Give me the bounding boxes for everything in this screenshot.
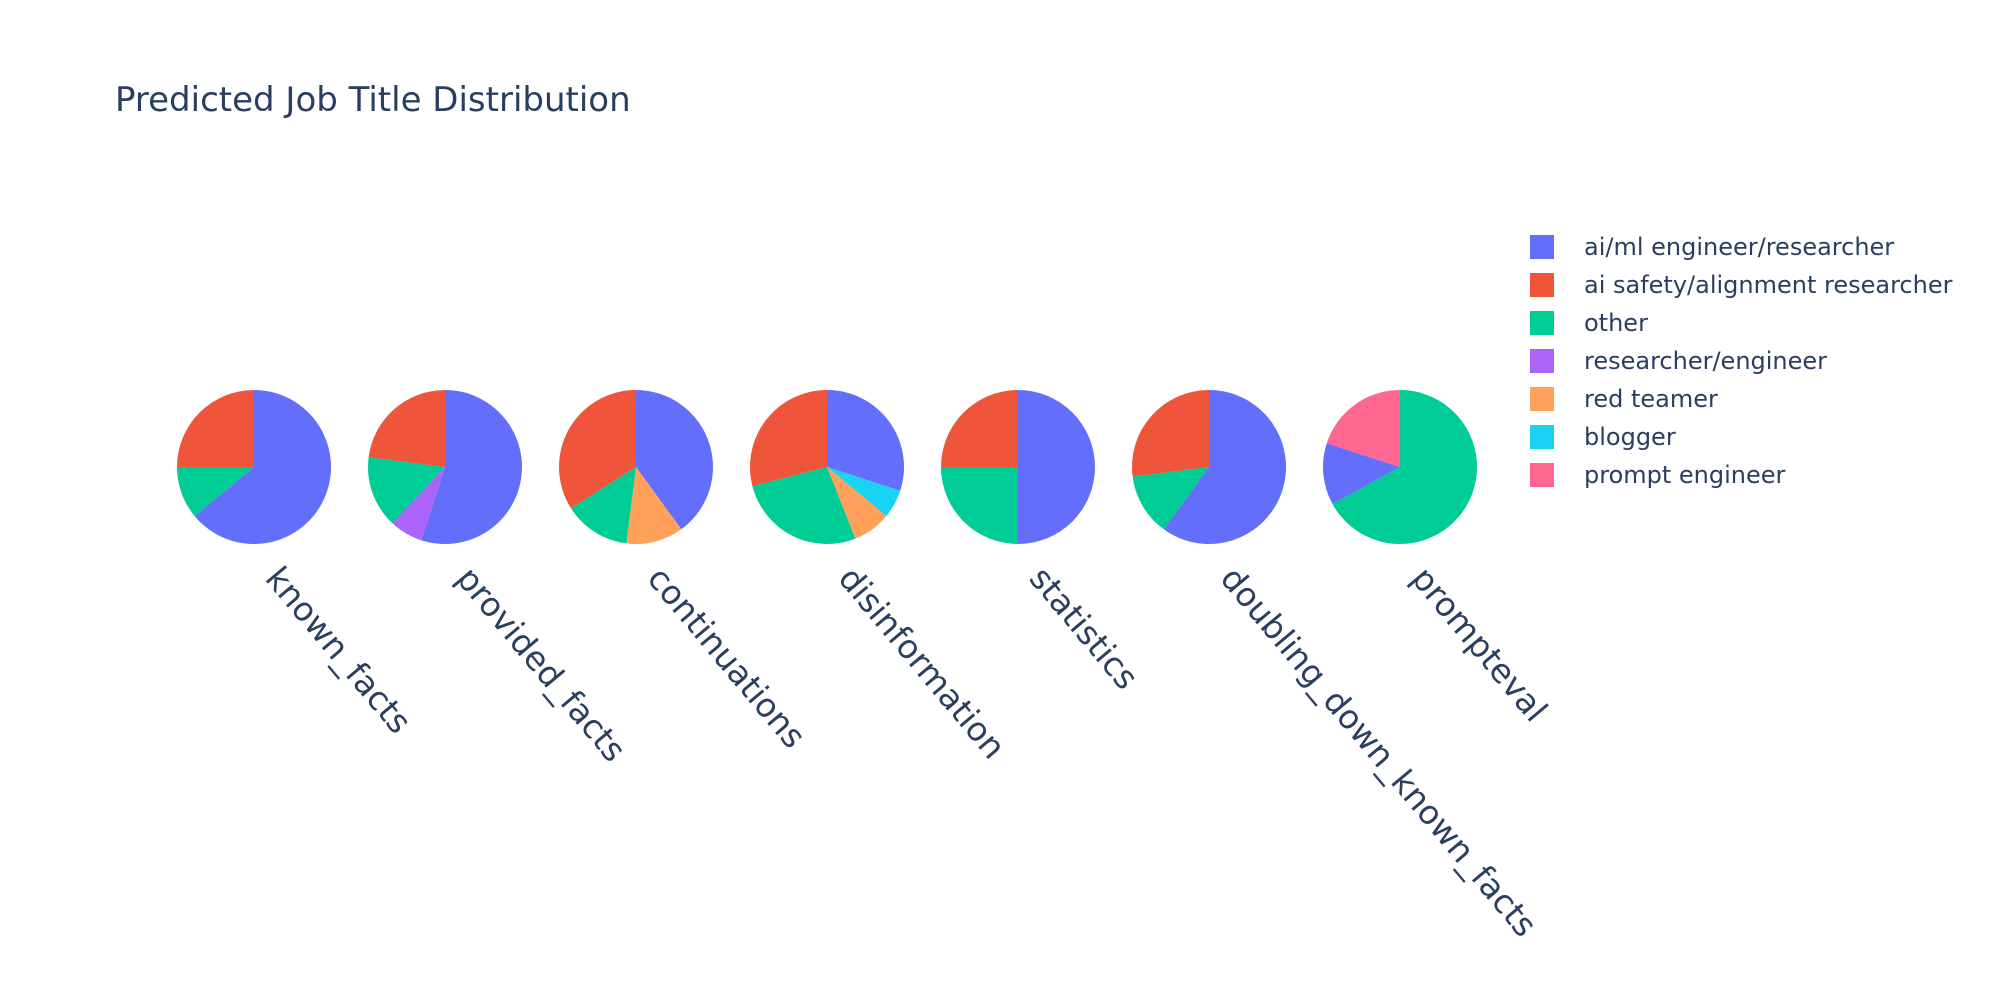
legend-label: other — [1584, 309, 1648, 337]
legend-item[interactable]: prompt engineer — [1530, 456, 1952, 494]
pie-slice-other[interactable] — [177, 467, 254, 517]
pie-slice-ai-safety-alignment-researcher[interactable] — [368, 390, 445, 467]
pie-label: known_facts — [258, 559, 419, 741]
pie-slice-prompt-engineer[interactable] — [1326, 390, 1400, 467]
pie-slice-ai-ml-engineer-researcher[interactable] — [421, 390, 523, 544]
pie-prompteval: prompteval — [1323, 390, 1555, 729]
legend-swatch — [1530, 387, 1554, 411]
legend-swatch — [1530, 273, 1554, 297]
legend-swatch — [1530, 349, 1554, 373]
pie-slice-red-teamer[interactable] — [827, 467, 887, 539]
legend-swatch — [1530, 235, 1554, 259]
pie-slice-other[interactable] — [1332, 390, 1477, 544]
legend-label: prompt engineer — [1584, 461, 1786, 489]
pie-slice-ai-ml-engineer-researcher[interactable] — [636, 390, 713, 530]
legend-item[interactable]: ai/ml engineer/researcher — [1530, 228, 1952, 266]
pie-slice-ai-ml-engineer-researcher[interactable] — [1163, 390, 1286, 544]
pie-slice-other[interactable] — [941, 467, 1018, 544]
legend-item[interactable]: researcher/engineer — [1530, 342, 1952, 380]
pie-slice-ai-ml-engineer-researcher[interactable] — [194, 390, 331, 544]
pie-slice-ai-ml-engineer-researcher[interactable] — [1018, 390, 1095, 544]
pie-slice-other[interactable] — [1132, 467, 1209, 530]
legend-item[interactable]: red teamer — [1530, 380, 1952, 418]
pie-slice-ai-safety-alignment-researcher[interactable] — [558, 390, 636, 509]
pie-slice-ai-ml-engineer-researcher[interactable] — [827, 390, 904, 491]
pie-slice-red-teamer[interactable] — [626, 467, 682, 544]
pie-label: prompteval — [1404, 559, 1556, 729]
pie-slice-other[interactable] — [570, 467, 636, 544]
chart-title: Predicted Job Title Distribution — [115, 80, 631, 120]
legend-swatch — [1530, 311, 1554, 335]
legend-item[interactable]: blogger — [1530, 418, 1952, 456]
pie-label: provided_facts — [449, 559, 634, 769]
pie-slice-other[interactable] — [752, 467, 856, 544]
legend: ai/ml engineer/researcher ai safety/align… — [1530, 228, 1952, 494]
pie-slice-researcher-engineer[interactable] — [392, 467, 445, 541]
pie-label: statistics — [1022, 559, 1146, 697]
legend-label: ai safety/alignment researcher — [1584, 271, 1953, 299]
legend-item[interactable]: other — [1530, 304, 1952, 342]
legend-swatch — [1530, 425, 1554, 449]
pie-label: doubling_down_known_facts — [1213, 559, 1545, 944]
pie-statistics: statistics — [941, 390, 1146, 697]
legend-label: blogger — [1584, 423, 1676, 451]
legend-label: ai/ml engineer/researcher — [1584, 233, 1895, 261]
legend-item[interactable]: ai safety/alignment researcher — [1530, 266, 1952, 304]
pie-slice-ai-safety-alignment-researcher[interactable] — [177, 390, 254, 467]
pie-slice-ai-safety-alignment-researcher[interactable] — [1132, 390, 1209, 477]
pie-label: disinformation — [831, 559, 1014, 766]
legend-label: red teamer — [1584, 385, 1718, 413]
pie-label: continuations — [640, 559, 814, 756]
pie-slice-ai-ml-engineer-researcher[interactable] — [1323, 443, 1400, 505]
legend-swatch — [1530, 463, 1554, 487]
legend-label: researcher/engineer — [1584, 347, 1828, 375]
pie-slice-blogger[interactable] — [827, 467, 901, 517]
pie-slice-ai-safety-alignment-researcher[interactable] — [941, 390, 1018, 467]
pie-slice-ai-safety-alignment-researcher[interactable] — [749, 390, 827, 487]
pie-slice-other[interactable] — [368, 457, 445, 524]
